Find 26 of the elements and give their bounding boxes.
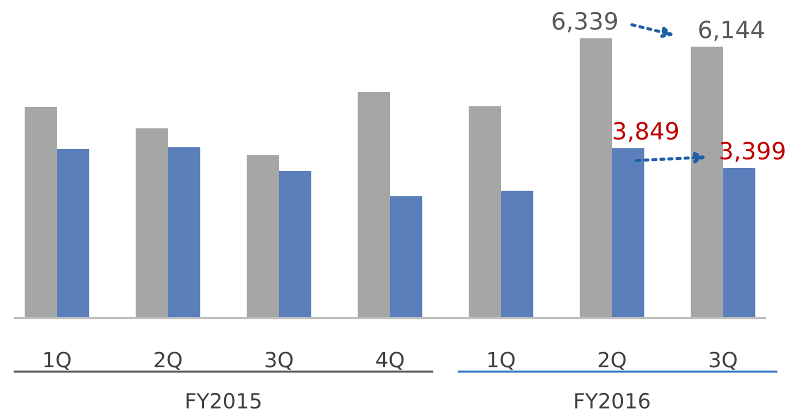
bar	[278, 171, 312, 318]
x-tick-label: 3Q	[710, 352, 737, 370]
data-label: 6,339	[552, 12, 617, 32]
data-label: 6,144	[699, 20, 764, 41]
x-tick-label: 1Q	[44, 352, 71, 370]
text: FY2016	[575, 392, 650, 409]
bar	[390, 196, 422, 318]
bar	[24, 107, 57, 318]
bar	[246, 155, 279, 318]
bar	[168, 147, 200, 318]
bar	[723, 168, 756, 318]
text: FY2015	[186, 392, 261, 409]
x-tick-label: 2Q	[154, 352, 182, 370]
bar	[612, 148, 644, 318]
data-label: 3,849	[614, 122, 678, 142]
data-label: 3,399	[720, 142, 785, 162]
bar	[56, 148, 90, 318]
x-tick-label: 1Q	[488, 352, 515, 370]
x-tick-label: 3Q	[266, 352, 293, 370]
bar	[580, 38, 612, 318]
bar	[501, 190, 534, 318]
x-tick-label: 4Q	[376, 352, 404, 370]
bar	[136, 128, 168, 318]
bar	[358, 92, 390, 318]
x-tick-label: 2Q	[598, 352, 626, 370]
bar	[468, 106, 502, 318]
